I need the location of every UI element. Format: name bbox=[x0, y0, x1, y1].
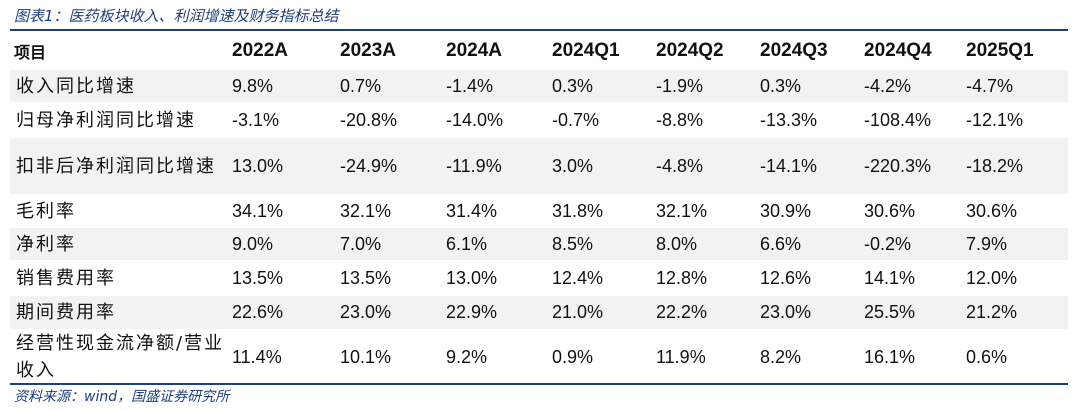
table-cell: 6.6% bbox=[760, 227, 864, 261]
header-2024q3: 2024Q3 bbox=[760, 40, 828, 61]
table-cell: 8.2% bbox=[760, 329, 864, 384]
table-cell: 0.7% bbox=[340, 69, 446, 103]
row-label: 净利率 bbox=[10, 227, 232, 261]
table-cell: -108.4% bbox=[864, 102, 966, 138]
table-cell: 0.3% bbox=[760, 69, 864, 103]
table-cell: -4.7% bbox=[966, 69, 1068, 103]
table-cell: 23.0% bbox=[760, 295, 864, 330]
table-cell: 34.1% bbox=[232, 194, 340, 228]
table-cell: 13.5% bbox=[232, 260, 340, 296]
header-2024q2: 2024Q2 bbox=[656, 40, 724, 61]
table-cell: 3.0% bbox=[552, 137, 656, 195]
table-row: 净利率 9.0% 7.0% 6.1% 8.5% 8.0% 6.6% -0.2% … bbox=[10, 227, 1068, 261]
table-cell: 21.2% bbox=[966, 295, 1068, 330]
table-cell: 0.9% bbox=[552, 329, 656, 384]
table-cell: 9.8% bbox=[232, 69, 340, 103]
header-item: 项目 bbox=[14, 43, 47, 62]
table-cell: -0.2% bbox=[864, 227, 966, 261]
table-cell: -14.1% bbox=[760, 137, 864, 195]
header-2024q1: 2024Q1 bbox=[552, 40, 620, 61]
table-cell: -8.8% bbox=[656, 102, 760, 138]
table-caption: 图表1：医药板块收入、利润增速及财务指标总结 bbox=[14, 7, 339, 25]
table-row: 经营性现金流净额/营业收入 11.4% 10.1% 9.2% 0.9% 11.9… bbox=[10, 329, 1068, 384]
table-cell: 21.0% bbox=[552, 295, 656, 330]
table-cell: -18.2% bbox=[966, 137, 1068, 195]
table-cell: 8.0% bbox=[656, 227, 760, 261]
table-row: 收入同比增速 9.8% 0.7% -1.4% 0.3% -1.9% 0.3% -… bbox=[10, 69, 1068, 103]
table-cell: 31.8% bbox=[552, 194, 656, 228]
table-cell: -12.1% bbox=[966, 102, 1068, 138]
header-2024a: 2024A bbox=[446, 40, 502, 61]
table-row: 归母净利润同比增速 -3.1% -20.8% -14.0% -0.7% -8.8… bbox=[10, 102, 1068, 138]
table-cell: 12.0% bbox=[966, 260, 1068, 296]
source-note: 资料来源：wind，国盛证券研究所 bbox=[14, 389, 230, 405]
header-2024q4: 2024Q4 bbox=[864, 40, 932, 61]
table-cell: 7.0% bbox=[340, 227, 446, 261]
table-cell: -4.2% bbox=[864, 69, 966, 103]
table-cell: 31.4% bbox=[446, 194, 552, 228]
row-label: 归母净利润同比增速 bbox=[10, 102, 232, 138]
row-label: 经营性现金流净额/营业收入 bbox=[10, 329, 232, 384]
table-cell: -20.8% bbox=[340, 102, 446, 138]
bottom-rule bbox=[10, 383, 1068, 385]
table-cell: 7.9% bbox=[966, 227, 1068, 261]
table-row: 毛利率 34.1% 32.1% 31.4% 31.8% 32.1% 30.9% … bbox=[10, 194, 1068, 228]
table-row: 扣非后净利润同比增速 13.0% -24.9% -11.9% 3.0% -4.8… bbox=[10, 137, 1068, 195]
header-2023a: 2023A bbox=[340, 40, 396, 61]
table-cell: -0.7% bbox=[552, 102, 656, 138]
table-cell: 0.3% bbox=[552, 69, 656, 103]
table-cell: 32.1% bbox=[656, 194, 760, 228]
table-cell: 12.8% bbox=[656, 260, 760, 296]
table-row: 期间费用率 22.6% 23.0% 22.9% 21.0% 22.2% 23.0… bbox=[10, 295, 1068, 330]
table-cell: -220.3% bbox=[864, 137, 966, 195]
table-cell: 22.9% bbox=[446, 295, 552, 330]
table-cell: 12.6% bbox=[760, 260, 864, 296]
table-cell: -4.8% bbox=[656, 137, 760, 195]
table-cell: 16.1% bbox=[864, 329, 966, 384]
table-cell: 11.4% bbox=[232, 329, 340, 384]
table-cell: 13.0% bbox=[446, 260, 552, 296]
table-cell: -3.1% bbox=[232, 102, 340, 138]
table-cell: -11.9% bbox=[446, 137, 552, 195]
table-cell: 10.1% bbox=[340, 329, 446, 384]
row-label: 收入同比增速 bbox=[10, 69, 232, 103]
table-cell: -1.9% bbox=[656, 69, 760, 103]
table-cell: -1.4% bbox=[446, 69, 552, 103]
table-cell: 30.6% bbox=[864, 194, 966, 228]
table-cell: 0.6% bbox=[966, 329, 1068, 384]
table-cell: 9.0% bbox=[232, 227, 340, 261]
header-2025q1: 2025Q1 bbox=[966, 40, 1034, 61]
table-cell: 13.5% bbox=[340, 260, 446, 296]
table-cell: 8.5% bbox=[552, 227, 656, 261]
table-cell: -14.0% bbox=[446, 102, 552, 138]
table-cell: 14.1% bbox=[864, 260, 966, 296]
header-row: 项目 2022A 2023A 2024A 2024Q1 2024Q2 2024Q… bbox=[10, 33, 1068, 70]
table-cell: -13.3% bbox=[760, 102, 864, 138]
table-cell: 13.0% bbox=[232, 137, 340, 195]
top-rule bbox=[10, 29, 1068, 31]
row-label: 期间费用率 bbox=[10, 295, 232, 330]
table-cell: 22.2% bbox=[656, 295, 760, 330]
table-cell: 32.1% bbox=[340, 194, 446, 228]
table-cell: 9.2% bbox=[446, 329, 552, 384]
header-2022a: 2022A bbox=[232, 40, 288, 61]
table-cell: 30.6% bbox=[966, 194, 1068, 228]
table-cell: 6.1% bbox=[446, 227, 552, 261]
table-cell: 22.6% bbox=[232, 295, 340, 330]
row-label: 扣非后净利润同比增速 bbox=[10, 137, 232, 195]
table-cell: -24.9% bbox=[340, 137, 446, 195]
table-cell: 12.4% bbox=[552, 260, 656, 296]
table-row: 销售费用率 13.5% 13.5% 13.0% 12.4% 12.8% 12.6… bbox=[10, 260, 1068, 296]
row-label: 毛利率 bbox=[10, 194, 232, 228]
row-label: 销售费用率 bbox=[10, 260, 232, 296]
table-cell: 25.5% bbox=[864, 295, 966, 330]
table-cell: 30.9% bbox=[760, 194, 864, 228]
table-cell: 11.9% bbox=[656, 329, 760, 384]
table-cell: 23.0% bbox=[340, 295, 446, 330]
financial-table: 项目 2022A 2023A 2024A 2024Q1 2024Q2 2024Q… bbox=[10, 33, 1068, 384]
